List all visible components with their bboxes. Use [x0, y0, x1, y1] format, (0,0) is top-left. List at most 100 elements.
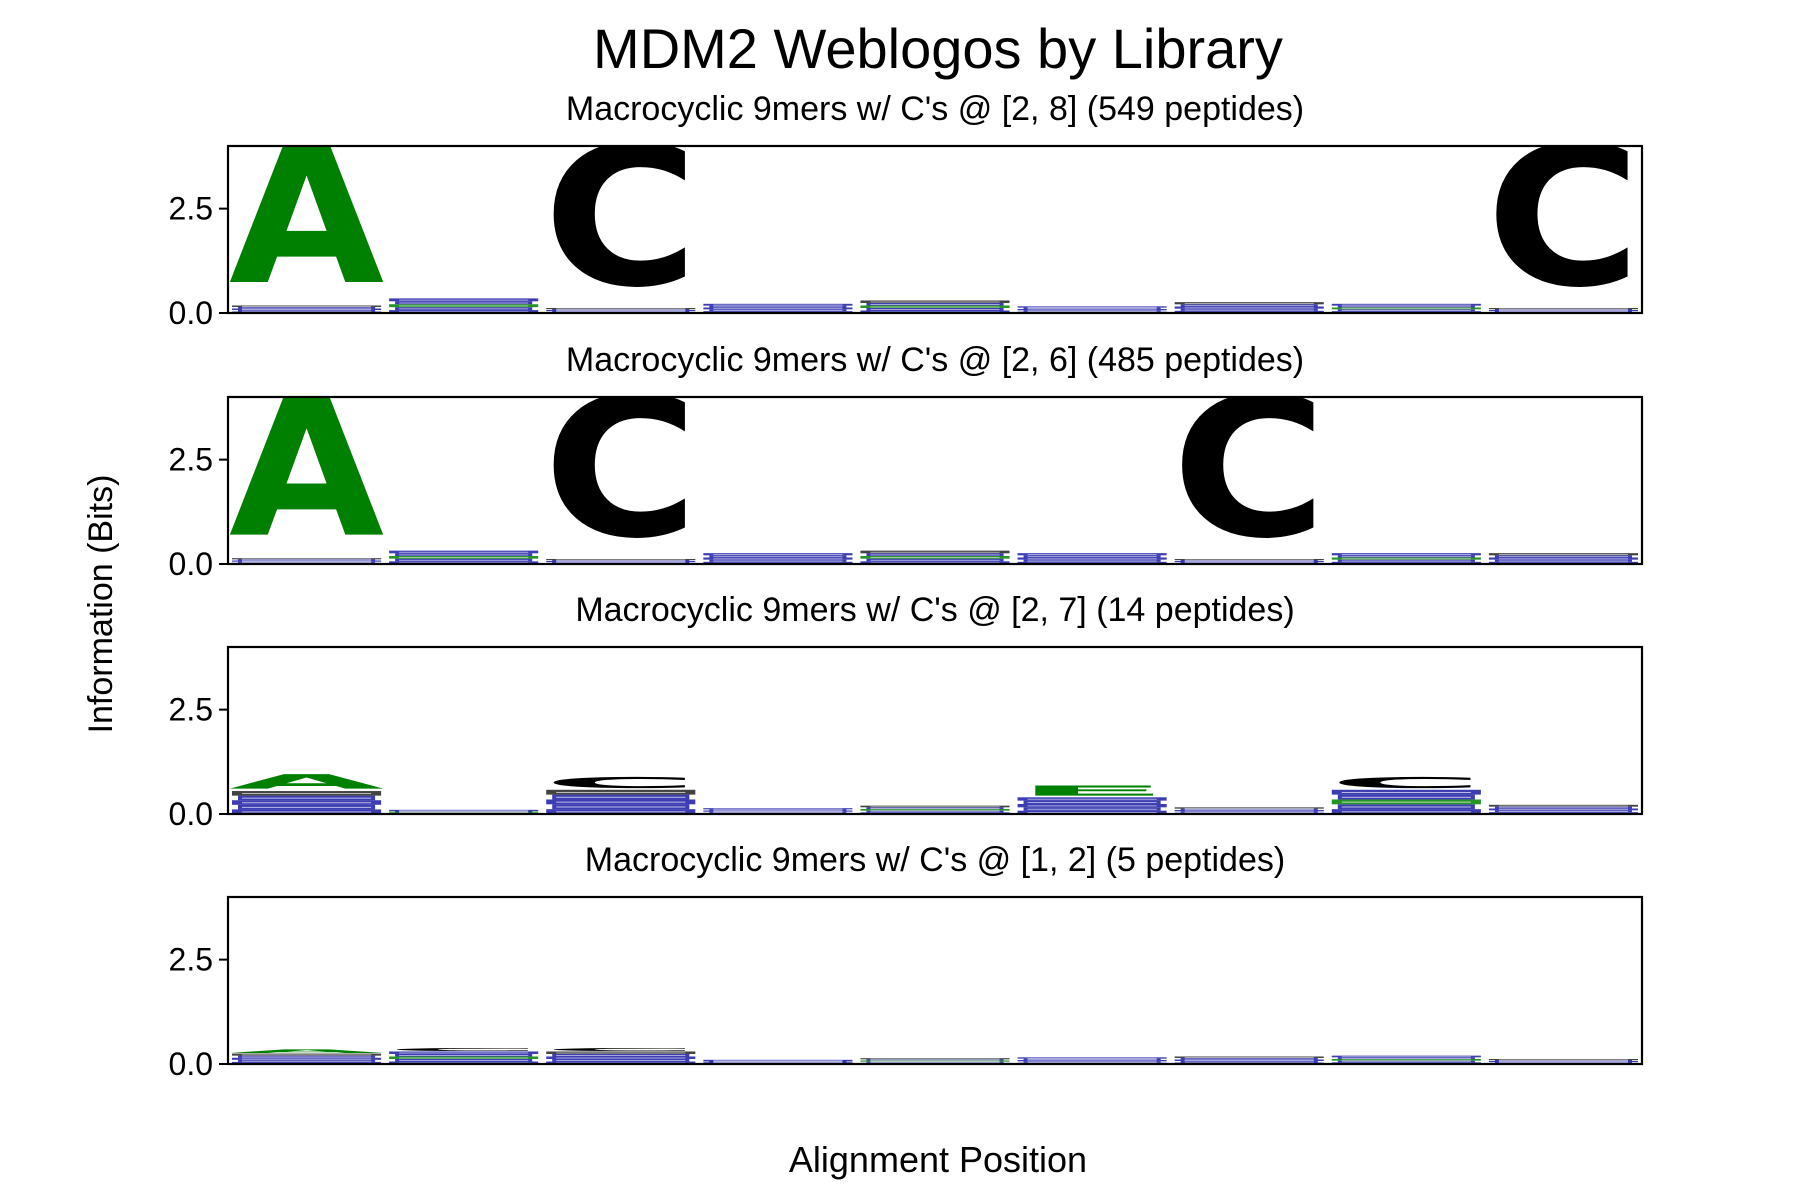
minor-residue-highlight	[1184, 560, 1314, 562]
minor-residue-highlight	[1498, 554, 1628, 555]
minor-residue-highlight	[1498, 556, 1628, 558]
minor-residue-highlight	[556, 811, 686, 813]
logo-column: C	[543, 356, 698, 581]
logo-column: C	[543, 1047, 698, 1064]
minor-residue-highlight	[399, 812, 529, 813]
minor-residue-highlight	[556, 1057, 686, 1059]
minor-residue-highlight	[1498, 805, 1628, 807]
minor-residue-highlight	[1184, 303, 1314, 304]
minor-residue-highlight	[1498, 558, 1628, 560]
minor-residue-highlight	[1498, 807, 1628, 809]
minor-residue-highlight	[242, 559, 372, 561]
minor-residue-highlight	[1341, 560, 1471, 562]
y-tick-label: 0.0	[169, 1046, 213, 1082]
minor-residue-highlight	[1341, 1061, 1471, 1063]
minor-residue-highlight	[399, 299, 529, 301]
minor-residue-highlight	[242, 558, 372, 560]
minor-residue-highlight	[1027, 798, 1157, 800]
minor-residue-highlight	[1341, 1059, 1471, 1061]
minor-residue-highlight	[399, 1057, 529, 1059]
minor-residue-highlight	[556, 791, 686, 793]
minor-residue-highlight	[1184, 1061, 1314, 1063]
minor-residue-highlight	[870, 309, 1000, 310]
logo-letter-c: C	[386, 1047, 541, 1052]
minor-residue-highlight	[1027, 1060, 1157, 1062]
minor-residue-highlight	[870, 1062, 1000, 1064]
minor-residue-highlight	[1498, 560, 1628, 562]
minor-residue-highlight	[713, 308, 843, 310]
logo-column	[703, 303, 853, 313]
minor-residue-highlight	[870, 808, 1000, 809]
minor-residue-highlight	[1341, 801, 1471, 803]
y-tick-label: 2.5	[169, 942, 213, 978]
logo-letter-c: C	[1486, 105, 1641, 330]
logo-letter-a: A	[229, 358, 384, 580]
minor-residue-highlight	[556, 560, 686, 562]
minor-residue-highlight	[870, 559, 1000, 561]
minor-residue-highlight	[1027, 812, 1157, 813]
logo-letter-c: C	[543, 356, 698, 581]
minor-residue-highlight	[1027, 556, 1157, 558]
minor-residue-highlight	[1341, 791, 1471, 793]
minor-residue-highlight	[242, 793, 372, 795]
minor-residue-highlight	[1027, 1059, 1157, 1061]
minor-residue-highlight	[1027, 1061, 1157, 1063]
logo-column	[1174, 1056, 1324, 1064]
minor-residue-highlight	[713, 310, 843, 311]
logo-letter-a: A	[229, 1048, 385, 1054]
minor-residue-highlight	[870, 806, 1000, 808]
minor-residue-highlight	[1341, 308, 1471, 310]
minor-residue-highlight	[1027, 802, 1157, 803]
minor-residue-highlight	[242, 309, 372, 310]
minor-residue-highlight	[556, 1060, 686, 1061]
y-tick-label: 2.5	[169, 692, 213, 728]
minor-residue-highlight	[399, 308, 529, 310]
logo-column: E	[1014, 783, 1170, 814]
minor-residue-highlight	[713, 556, 843, 558]
minor-residue-highlight	[242, 1060, 372, 1062]
logo-column	[389, 298, 539, 313]
logo-panel: Macrocyclic 9mers w/ C's @ [2, 7] (14 pe…	[169, 591, 1644, 832]
logo-column: C	[1172, 397, 1327, 564]
minor-residue-highlight	[1184, 1060, 1314, 1061]
minor-residue-highlight	[242, 1056, 372, 1058]
minor-residue-highlight	[1341, 558, 1471, 560]
minor-residue-highlight	[242, 561, 372, 562]
minor-residue-highlight	[870, 551, 1000, 553]
minor-residue-highlight	[870, 557, 1000, 558]
minor-residue-highlight	[399, 1060, 529, 1061]
logo-column: C	[1486, 105, 1641, 330]
logo-column: A	[229, 146, 384, 313]
minor-residue-highlight	[1184, 559, 1314, 561]
minor-residue-highlight	[1184, 811, 1314, 813]
minor-residue-highlight	[242, 1054, 372, 1056]
minor-residue-highlight	[713, 560, 843, 562]
minor-residue-highlight	[1027, 308, 1157, 310]
minor-residue-highlight	[1184, 561, 1314, 563]
minor-residue-highlight	[1027, 558, 1157, 560]
minor-residue-highlight	[1341, 811, 1471, 813]
minor-residue-highlight	[1184, 807, 1314, 809]
minor-residue-highlight	[399, 810, 529, 812]
minor-residue-highlight	[870, 301, 1000, 303]
minor-residue-highlight	[713, 811, 843, 812]
minor-residue-highlight	[556, 559, 686, 561]
minor-residue-highlight	[1184, 307, 1314, 309]
minor-residue-highlight	[1184, 1057, 1314, 1058]
chart-title: MDM2 Weblogos by Library	[593, 17, 1283, 80]
minor-residue-highlight	[713, 304, 843, 306]
minor-residue-highlight	[1184, 810, 1314, 812]
minor-residue-highlight	[1341, 1058, 1471, 1059]
minor-residue-highlight	[1341, 796, 1471, 798]
logo-panels: Macrocyclic 9mers w/ C's @ [2, 8] (549 p…	[169, 90, 1644, 1082]
minor-residue-highlight	[713, 558, 843, 560]
minor-residue-highlight	[713, 1060, 843, 1062]
minor-residue-highlight	[242, 1058, 372, 1060]
minor-residue-highlight	[556, 561, 686, 563]
logo-column: C	[386, 1047, 541, 1064]
minor-residue-highlight	[1027, 554, 1157, 555]
y-tick-label: 0.0	[169, 796, 213, 832]
